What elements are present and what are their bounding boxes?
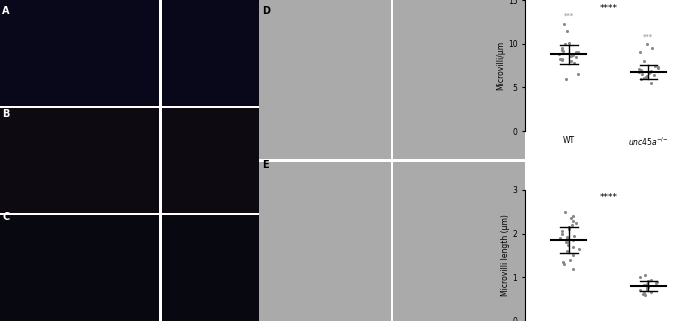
Point: [568, 60, 579, 65]
Y-axis label: Microvilli length (µm): Microvilli length (µm): [500, 214, 510, 296]
Point: [642, 74, 653, 79]
Text: ***: ***: [643, 33, 653, 39]
Point: [559, 22, 570, 27]
Point: [634, 69, 645, 74]
Point: [570, 54, 582, 59]
Point: [559, 262, 570, 267]
Point: [652, 65, 664, 70]
Point: [563, 242, 574, 247]
Point: [636, 67, 647, 73]
Text: E: E: [262, 160, 269, 170]
Point: [568, 52, 579, 57]
Point: [557, 48, 568, 53]
Point: [565, 53, 576, 58]
Point: [647, 46, 658, 51]
Point: [554, 56, 565, 61]
Y-axis label: Microvilli/µm: Microvilli/µm: [496, 41, 505, 90]
Point: [562, 237, 573, 242]
Point: [639, 273, 650, 278]
Point: [641, 286, 652, 291]
Point: [649, 63, 660, 68]
Point: [564, 40, 575, 45]
Point: [564, 227, 575, 232]
Point: [643, 71, 655, 76]
Point: [556, 46, 568, 51]
Point: [568, 253, 579, 258]
Point: [561, 28, 573, 33]
Point: [651, 281, 662, 286]
Point: [652, 65, 663, 71]
Point: [635, 275, 646, 280]
Text: ***: ***: [564, 13, 574, 19]
Point: [561, 76, 572, 81]
Point: [641, 287, 652, 292]
Point: [641, 41, 652, 46]
Point: [561, 235, 572, 240]
Point: [637, 291, 648, 297]
Point: [638, 58, 650, 64]
Point: [559, 209, 570, 214]
Point: [570, 220, 582, 225]
Point: [561, 240, 572, 245]
Point: [636, 72, 648, 77]
Point: [649, 73, 660, 78]
Point: [573, 50, 584, 55]
Point: [643, 278, 654, 283]
Text: ****: ****: [599, 4, 617, 13]
Point: [568, 218, 579, 223]
Point: [566, 216, 577, 221]
Point: [565, 58, 576, 64]
Point: [645, 68, 656, 73]
Text: A: A: [2, 6, 10, 16]
Point: [553, 52, 564, 57]
Point: [568, 233, 580, 239]
Point: [556, 47, 568, 52]
Point: [652, 279, 663, 284]
Point: [567, 244, 578, 249]
Text: D: D: [262, 6, 270, 16]
Point: [645, 289, 657, 294]
Point: [638, 290, 650, 295]
Point: [639, 282, 650, 288]
Point: [640, 292, 651, 297]
Point: [570, 49, 581, 54]
Point: [573, 247, 584, 252]
Point: [640, 74, 651, 79]
Point: [556, 231, 568, 236]
Point: [643, 285, 654, 290]
Point: [561, 248, 573, 254]
Point: [556, 58, 567, 63]
Text: ****: ****: [599, 193, 617, 202]
Point: [634, 50, 645, 55]
Point: [560, 239, 571, 244]
Point: [645, 70, 656, 75]
Point: [573, 72, 584, 77]
Point: [556, 229, 568, 234]
Point: [645, 277, 657, 282]
Point: [635, 76, 646, 81]
Point: [567, 266, 578, 271]
Point: [566, 222, 577, 228]
Point: [568, 238, 579, 243]
Point: [641, 281, 652, 286]
Point: [568, 213, 579, 219]
Point: [564, 257, 575, 263]
Point: [638, 75, 650, 80]
Point: [645, 81, 656, 86]
Text: B: B: [2, 109, 10, 119]
Point: [564, 224, 575, 230]
Text: C: C: [2, 212, 9, 222]
Point: [557, 259, 568, 265]
Point: [634, 288, 645, 293]
Point: [559, 41, 570, 46]
Point: [641, 283, 652, 289]
Point: [554, 235, 565, 240]
Point: [634, 66, 645, 72]
Point: [556, 57, 567, 62]
